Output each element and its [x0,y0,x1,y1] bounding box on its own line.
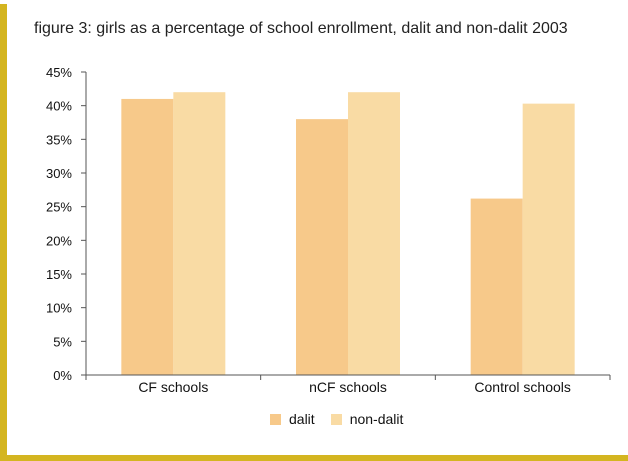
y-tick-label: 5% [53,334,72,349]
bar-dalit-2 [296,119,348,375]
legend-swatch-non-dalit [330,413,342,425]
y-tick-label: 35% [46,132,72,147]
y-tick-label: 0% [53,368,72,383]
chart-title: figure 3: girls as a percentage of schoo… [34,20,568,37]
y-tick-label: 40% [46,99,72,114]
y-tick-label: 20% [46,233,72,248]
y-tick-label: 25% [46,200,72,215]
y-tick-label: 30% [46,166,72,181]
x-category-label: CF schools [138,379,208,395]
legend-item-non-dalit: non-dalit [330,411,404,427]
bar-non-dalit-3 [522,103,575,375]
legend-item-dalit: dalit [270,411,315,427]
frame-bottom-accent [0,455,628,461]
bar-non-dalit-2 [348,92,400,375]
bar-non-dalit-1 [173,92,226,375]
legend-swatch-dalit [270,413,281,425]
legend: dalit non-dalit [270,411,415,427]
x-category-label: Control schools [474,379,571,395]
frame-left-accent [0,4,7,458]
bar-dalit-3 [470,198,523,375]
y-tick-label: 45% [46,65,72,80]
legend-label-non-dalit: non-dalit [349,411,404,427]
x-category-label: nCF schools [309,379,387,395]
y-tick-label: 15% [46,267,72,282]
bar-dalit-1 [121,98,174,375]
legend-label-dalit: dalit [289,411,315,427]
y-tick-label: 10% [46,301,72,316]
